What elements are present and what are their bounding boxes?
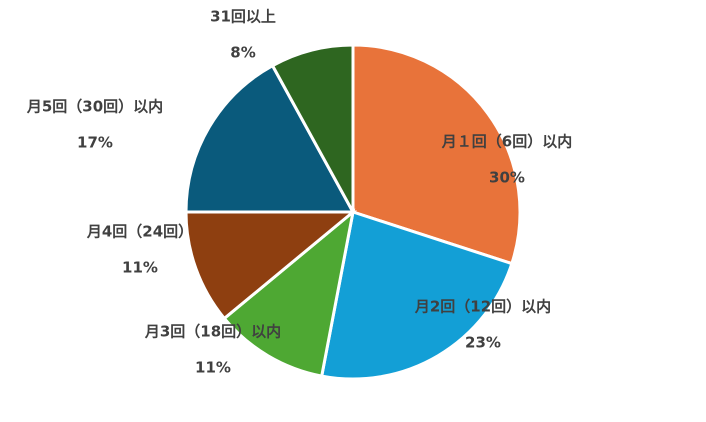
pie-slice [184,63,356,214]
slice-label: 月１回（6回）以内 [441,133,572,151]
pie-slice [351,43,522,266]
value-label: 23% [465,334,501,352]
value-label: 17% [77,134,113,152]
value-label: 30% [489,169,525,187]
slice-label: 31回以上 [210,8,276,26]
slice-label: 月5回（30回）以内 [26,98,163,116]
slice-label: 月3回（18回）以内 [144,323,281,341]
slice-label: 月2回（12回）以内 [414,298,551,316]
value-label: 8% [230,44,255,62]
pie-slice [184,210,358,321]
pie-slice [222,208,356,378]
value-label: 11% [195,359,231,377]
pie-slice [319,210,514,381]
value-label: 11% [122,259,158,277]
pie-slice [270,43,355,213]
slice-label: 月4回（24回） [86,223,193,241]
